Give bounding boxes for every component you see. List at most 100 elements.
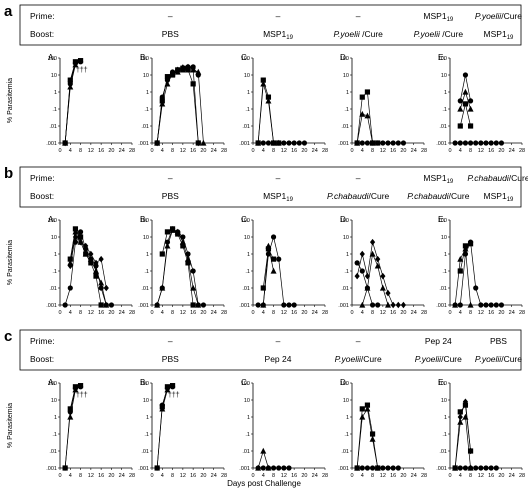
y-tick-label: 100 bbox=[48, 56, 57, 62]
data-point-circle bbox=[359, 268, 365, 274]
data-point-circle bbox=[291, 140, 297, 146]
boost-treatment: MSP119 bbox=[263, 191, 293, 203]
data-point-square bbox=[88, 260, 94, 266]
boost-treatment: P.yoelii /Cure bbox=[414, 29, 464, 39]
data-point-triangle bbox=[169, 227, 176, 233]
data-point-triangle bbox=[364, 284, 371, 291]
data-point-circle bbox=[260, 140, 266, 146]
data-point-square bbox=[364, 402, 371, 408]
data-point-square bbox=[190, 81, 196, 87]
x-tick-label: 8 bbox=[79, 473, 82, 479]
x-tick-label: 16 bbox=[390, 148, 396, 154]
data-point-circle bbox=[364, 140, 371, 146]
y-tick-label: 1 bbox=[54, 90, 57, 96]
x-tick-label: 12 bbox=[88, 148, 94, 154]
data-point-circle bbox=[255, 302, 261, 308]
data-point-circle bbox=[457, 140, 463, 146]
death-marks: ††† bbox=[168, 392, 180, 399]
y-tick-label: .1 bbox=[442, 107, 447, 113]
data-point-triangle bbox=[359, 413, 366, 420]
data-point-triangle bbox=[369, 250, 376, 257]
series-line bbox=[356, 262, 378, 306]
x-tick-label: 4 bbox=[459, 148, 462, 154]
x-tick-label: 20 bbox=[108, 148, 114, 154]
y-tick-label: 1 bbox=[146, 415, 149, 421]
data-point-diamond bbox=[98, 255, 104, 263]
data-point-diamond bbox=[159, 95, 165, 102]
prime-treatment: – bbox=[356, 336, 361, 346]
y-tick-label: 100 bbox=[340, 218, 349, 224]
y-tick-label: .001 bbox=[338, 303, 349, 309]
boost-treatment: PBS bbox=[162, 29, 179, 39]
x-tick-label: 28 bbox=[322, 310, 328, 316]
data-point-diamond bbox=[154, 139, 160, 147]
subplot-label: C. bbox=[241, 378, 249, 387]
data-point-triangle bbox=[270, 139, 277, 146]
x-tick-label: 12 bbox=[478, 148, 484, 154]
data-point-circle bbox=[375, 302, 381, 308]
x-tick-label: 28 bbox=[421, 473, 427, 479]
data-point-triangle bbox=[265, 464, 272, 471]
figure-section-a: a Prime: Boost: – PBS – MSP119 – P.yoelii /Cure M… bbox=[4, 3, 525, 154]
x-tick-label: 12 bbox=[380, 148, 386, 154]
data-point-triangle bbox=[154, 301, 161, 308]
data-point-circle bbox=[200, 302, 207, 308]
data-point-circle bbox=[385, 140, 391, 146]
x-tick-label: 28 bbox=[519, 310, 525, 316]
data-point-triangle bbox=[82, 250, 89, 257]
data-point-square bbox=[159, 251, 165, 257]
data-point-circle bbox=[281, 465, 287, 471]
boost-treatment: P.yoelii/Cure bbox=[415, 354, 462, 364]
x-tick-label: 16 bbox=[190, 473, 196, 479]
x-tick-label: 0 bbox=[150, 310, 153, 316]
y-tick-label: 1 bbox=[247, 415, 250, 421]
data-point-circle bbox=[359, 465, 365, 471]
y-tick-label: 100 bbox=[438, 218, 447, 224]
y-tick-label: .001 bbox=[338, 141, 349, 147]
subplot-label: B. bbox=[140, 378, 148, 387]
data-point-square bbox=[359, 94, 365, 100]
boost-row-label: Boost: bbox=[30, 29, 54, 39]
data-point-diamond bbox=[359, 250, 365, 258]
x-tick-label: 28 bbox=[129, 148, 135, 154]
x-tick-label: 4 bbox=[161, 473, 164, 479]
data-point-circle bbox=[62, 302, 68, 308]
data-point-triangle bbox=[195, 301, 202, 308]
x-tick-label: 8 bbox=[272, 473, 275, 479]
y-tick-label: .01 bbox=[49, 124, 57, 130]
data-point-triangle bbox=[275, 139, 282, 146]
data-point-circle bbox=[493, 465, 499, 471]
data-point-circle bbox=[493, 302, 499, 308]
y-tick-label: .1 bbox=[442, 432, 447, 438]
data-point-circle bbox=[395, 465, 401, 471]
data-point-circle bbox=[478, 465, 484, 471]
data-point-triangle bbox=[467, 105, 474, 112]
data-point-circle bbox=[457, 465, 463, 471]
data-point-triangle bbox=[379, 284, 386, 291]
y-tick-label: 1 bbox=[444, 415, 447, 421]
series-line bbox=[356, 113, 373, 144]
y-tick-label: 100 bbox=[241, 56, 250, 62]
data-point-triangle bbox=[457, 418, 464, 425]
prime-treatment: – bbox=[276, 336, 281, 346]
x-tick-label: 20 bbox=[301, 148, 307, 154]
data-point-circle bbox=[385, 465, 391, 471]
prime-row-label: Prime: bbox=[30, 336, 55, 346]
data-point-triangle bbox=[462, 245, 469, 252]
data-point-triangle bbox=[260, 301, 267, 308]
data-point-square bbox=[180, 243, 186, 249]
y-tick-label: 100 bbox=[140, 381, 149, 387]
x-tick-label: 20 bbox=[200, 473, 206, 479]
prime-treatment: – bbox=[168, 11, 173, 21]
data-point-square bbox=[359, 406, 365, 412]
y-tick-label: .1 bbox=[344, 432, 349, 438]
x-tick-label: 20 bbox=[108, 473, 114, 479]
data-point-circle bbox=[488, 140, 494, 146]
data-point-diamond bbox=[375, 255, 381, 263]
data-point-square bbox=[98, 302, 104, 308]
data-point-triangle bbox=[369, 139, 376, 146]
series-line bbox=[69, 389, 76, 418]
y-tick-label: .01 bbox=[49, 286, 57, 292]
